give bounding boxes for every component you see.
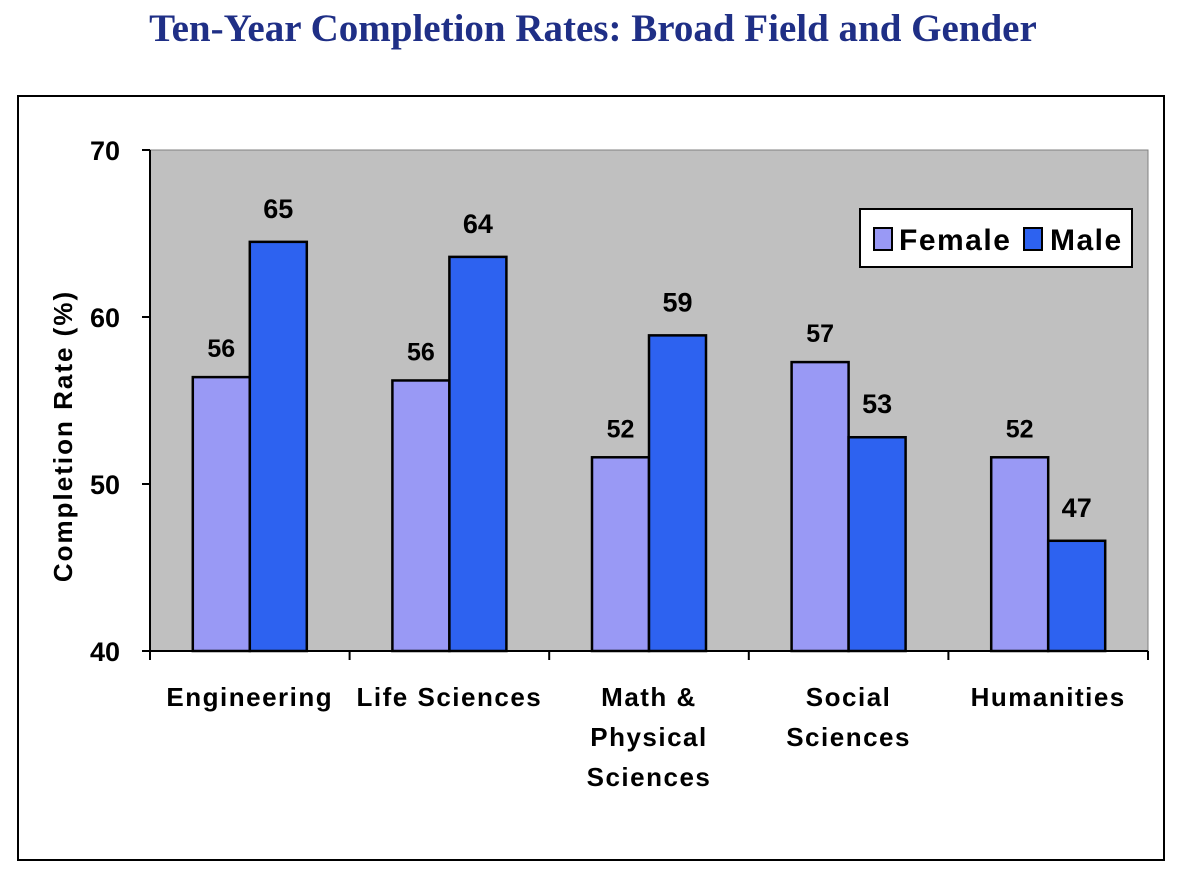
bar-male-2 (647, 334, 708, 653)
data-label-male-1: 64 (463, 209, 493, 239)
y-axis-title: Completion Rate (%) (48, 290, 78, 582)
bar-male-3 (847, 435, 907, 653)
chart-frame (17, 95, 1165, 861)
y-tick-label: 50 (90, 470, 120, 500)
bar-female-2 (590, 456, 651, 653)
legend-swatch-female (873, 227, 893, 251)
legend-box (859, 208, 1133, 268)
x-category-label: Physical (590, 722, 708, 752)
data-label-female-0: 56 (207, 335, 235, 363)
page-title: Ten-Year Completion Rates: Broad Field a… (149, 7, 1037, 50)
data-label-male-2: 59 (662, 287, 692, 317)
y-tick-label: 70 (90, 136, 120, 166)
y-tick-label: 60 (90, 303, 120, 333)
legend-label-male: Male (1050, 224, 1123, 257)
data-label-female-1: 56 (407, 338, 435, 366)
data-label-female-2: 52 (607, 415, 635, 443)
bar-male-4 (1046, 539, 1107, 653)
data-label-male-4: 47 (1062, 493, 1092, 523)
data-label-female-3: 57 (806, 320, 834, 348)
y-tick-label: 40 (90, 637, 120, 667)
x-category-label: Engineering (166, 682, 333, 712)
bar-female-0 (191, 375, 252, 653)
bar-female-1 (391, 379, 451, 653)
x-category-label: Math & (601, 682, 697, 712)
bar-female-3 (790, 360, 850, 653)
x-category-label: Social (806, 682, 892, 712)
x-category-label: Sciences (587, 762, 712, 792)
legend-label-female: Female (899, 224, 1011, 257)
bar-female-4 (989, 456, 1050, 653)
data-label-female-4: 52 (1006, 415, 1034, 443)
data-label-male-0: 65 (263, 194, 293, 224)
x-category-label: Life Sciences (357, 682, 543, 712)
data-label-male-3: 53 (862, 389, 892, 419)
bar-male-0 (248, 240, 309, 653)
legend-swatch-male (1023, 227, 1043, 251)
x-category-label: Humanities (971, 682, 1126, 712)
x-category-label: Sciences (786, 722, 911, 752)
bar-male-1 (448, 255, 508, 653)
